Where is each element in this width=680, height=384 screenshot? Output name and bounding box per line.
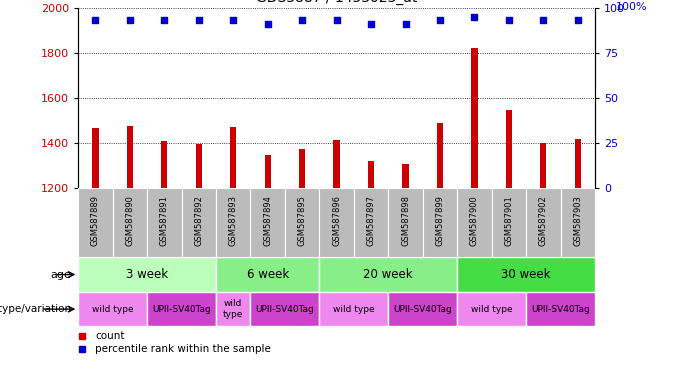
Bar: [126, 126, 133, 188]
Bar: [250, 292, 320, 326]
Bar: [216, 188, 250, 257]
Point: [296, 17, 307, 23]
Bar: [560, 188, 595, 257]
Text: UPII-SV40Tag: UPII-SV40Tag: [256, 305, 314, 314]
Bar: [78, 188, 113, 257]
Text: GSM587901: GSM587901: [505, 195, 513, 246]
Bar: [471, 48, 477, 188]
Text: 30 week: 30 week: [501, 268, 551, 281]
Text: GSM587900: GSM587900: [470, 195, 479, 246]
Point: [469, 13, 480, 20]
Text: percentile rank within the sample: percentile rank within the sample: [95, 344, 271, 354]
Point: [228, 17, 239, 23]
Text: wild type: wild type: [92, 305, 133, 314]
Bar: [230, 127, 237, 188]
Bar: [216, 257, 320, 292]
Text: 3 week: 3 week: [126, 268, 168, 281]
Text: GSM587895: GSM587895: [298, 195, 307, 246]
Bar: [388, 188, 423, 257]
Y-axis label: 100%: 100%: [615, 2, 647, 12]
Text: GSM587890: GSM587890: [125, 195, 135, 246]
Point: [538, 17, 549, 23]
Text: wild type: wild type: [471, 305, 513, 314]
Bar: [506, 110, 512, 188]
Bar: [423, 188, 457, 257]
Bar: [161, 141, 167, 188]
Bar: [299, 149, 305, 188]
Text: 6 week: 6 week: [247, 268, 289, 281]
Bar: [285, 188, 320, 257]
Text: 20 week: 20 week: [364, 268, 413, 281]
Bar: [147, 292, 216, 326]
Bar: [388, 292, 457, 326]
Text: GSM587899: GSM587899: [435, 195, 445, 246]
Text: GSM587894: GSM587894: [263, 195, 272, 246]
Point: [90, 17, 101, 23]
Point: [262, 21, 273, 27]
Bar: [182, 188, 216, 257]
Text: age: age: [50, 270, 71, 280]
Bar: [526, 292, 595, 326]
Bar: [265, 156, 271, 188]
Bar: [320, 292, 388, 326]
Text: GSM587902: GSM587902: [539, 195, 548, 246]
Title: GDS3887 / 1453023_at: GDS3887 / 1453023_at: [256, 0, 418, 5]
Bar: [216, 292, 250, 326]
Text: count: count: [95, 331, 124, 341]
Text: genotype/variation: genotype/variation: [0, 304, 71, 314]
Bar: [333, 140, 340, 188]
Bar: [540, 143, 547, 188]
Bar: [457, 257, 595, 292]
Text: UPII-SV40Tag: UPII-SV40Tag: [152, 305, 211, 314]
Bar: [113, 188, 147, 257]
Text: GSM587896: GSM587896: [332, 195, 341, 246]
Bar: [403, 164, 409, 188]
Bar: [78, 292, 147, 326]
Bar: [92, 128, 99, 188]
Point: [193, 17, 204, 23]
Point: [124, 17, 135, 23]
Bar: [250, 188, 285, 257]
Bar: [457, 188, 492, 257]
Point: [400, 21, 411, 27]
Bar: [526, 188, 560, 257]
Bar: [457, 292, 526, 326]
Bar: [575, 139, 581, 188]
Bar: [354, 188, 388, 257]
Point: [503, 17, 514, 23]
Text: GSM587892: GSM587892: [194, 195, 203, 246]
Bar: [437, 123, 443, 188]
Text: UPII-SV40Tag: UPII-SV40Tag: [393, 305, 452, 314]
Bar: [320, 257, 457, 292]
Point: [159, 17, 170, 23]
Text: wild type: wild type: [333, 305, 375, 314]
Bar: [147, 188, 182, 257]
Bar: [78, 257, 216, 292]
Bar: [492, 188, 526, 257]
Text: GSM587889: GSM587889: [91, 195, 100, 246]
Point: [331, 17, 342, 23]
Text: GSM587891: GSM587891: [160, 195, 169, 246]
Point: [573, 17, 583, 23]
Point: [366, 21, 377, 27]
Text: UPII-SV40Tag: UPII-SV40Tag: [531, 305, 590, 314]
Point: [435, 17, 445, 23]
Bar: [320, 188, 354, 257]
Text: GSM587903: GSM587903: [573, 195, 582, 246]
Text: wild
type: wild type: [223, 300, 243, 319]
Bar: [368, 161, 374, 188]
Bar: [196, 144, 202, 188]
Text: GSM587898: GSM587898: [401, 195, 410, 246]
Text: GSM587893: GSM587893: [228, 195, 238, 246]
Text: GSM587897: GSM587897: [367, 195, 375, 246]
